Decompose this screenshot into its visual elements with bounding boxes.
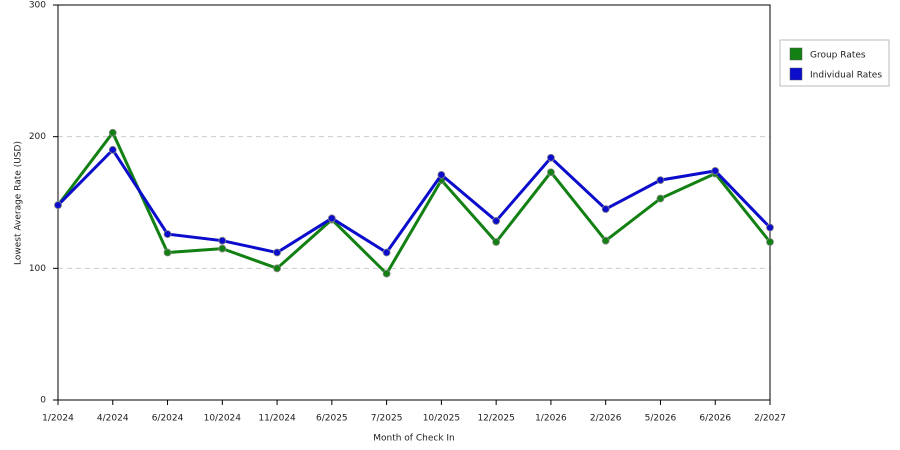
x-tick-label: 2/2026 xyxy=(590,414,622,424)
x-tick-label: 7/2025 xyxy=(371,414,403,424)
x-tick-label: 4/2024 xyxy=(97,414,129,424)
legend-swatch xyxy=(789,47,803,61)
y-tick-label: 0 xyxy=(40,396,46,406)
data-point xyxy=(273,248,281,257)
data-point xyxy=(382,269,391,278)
y-axis-label: Lowest Average Rate (USD) xyxy=(14,141,24,265)
data-point xyxy=(711,166,720,175)
data-point xyxy=(163,248,172,257)
series-line xyxy=(56,147,772,255)
data-point xyxy=(547,168,555,177)
x-axis-label: Month of Check In xyxy=(373,434,455,444)
data-point xyxy=(273,264,281,273)
data-point xyxy=(437,170,446,179)
legend-label: Individual Rates xyxy=(810,71,882,81)
legend-swatch xyxy=(789,67,803,81)
x-tick-label: 5/2026 xyxy=(645,414,677,424)
legend-label: Group Rates xyxy=(810,51,866,61)
data-point xyxy=(601,236,610,245)
x-tick-label: 6/2024 xyxy=(152,414,184,424)
x-tick-label: 1/2024 xyxy=(42,414,74,424)
data-point xyxy=(218,236,227,245)
data-point xyxy=(766,238,774,246)
x-tick-label: 2/2027 xyxy=(754,414,786,424)
series-line xyxy=(56,129,772,277)
x-tick-label: 11/2024 xyxy=(258,414,296,424)
data-point xyxy=(547,153,555,162)
x-tick-label: 6/2026 xyxy=(699,414,731,424)
data-point xyxy=(656,194,665,203)
data-point xyxy=(382,248,391,257)
y-tick-label: 300 xyxy=(29,1,46,11)
data-point xyxy=(492,238,501,246)
data-point xyxy=(163,230,172,239)
data-point xyxy=(327,214,336,223)
legend-box xyxy=(779,39,890,87)
data-point xyxy=(108,128,117,137)
data-point xyxy=(601,205,610,213)
data-point xyxy=(656,176,665,185)
y-tick-label: 200 xyxy=(29,132,46,142)
data-point xyxy=(218,244,227,253)
data-point xyxy=(54,201,62,210)
y-tick-label: 100 xyxy=(29,264,46,274)
data-point xyxy=(108,145,117,154)
x-tick-label: 1/2026 xyxy=(535,414,567,424)
x-tick-label: 6/2025 xyxy=(316,414,348,424)
x-tick-label: 12/2025 xyxy=(477,414,514,424)
x-tick-label: 10/2025 xyxy=(423,414,460,424)
data-point xyxy=(492,217,501,225)
data-point xyxy=(766,223,774,232)
plot-frame xyxy=(57,4,771,401)
x-tick-label: 10/2024 xyxy=(204,414,242,424)
